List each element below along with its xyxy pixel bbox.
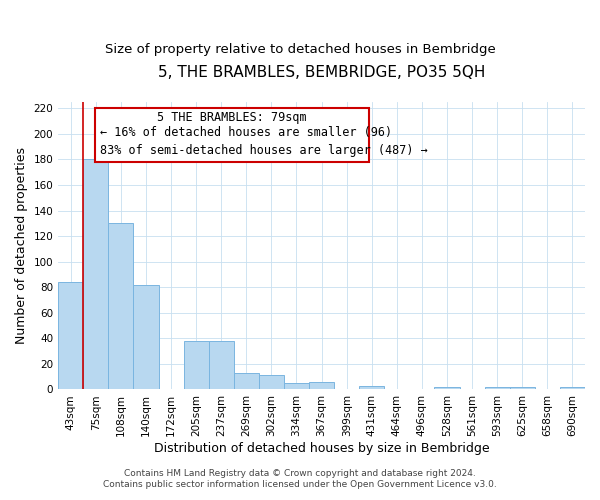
Bar — [284, 383, 309, 390]
Bar — [259, 376, 284, 390]
Text: Contains public sector information licensed under the Open Government Licence v3: Contains public sector information licen… — [103, 480, 497, 489]
Text: 5 THE BRAMBLES: 79sqm: 5 THE BRAMBLES: 79sqm — [157, 110, 307, 124]
Text: Size of property relative to detached houses in Bembridge: Size of property relative to detached ho… — [104, 42, 496, 56]
Bar — [184, 341, 209, 390]
Text: ← 16% of detached houses are smaller (96): ← 16% of detached houses are smaller (96… — [100, 126, 392, 140]
Title: 5, THE BRAMBLES, BEMBRIDGE, PO35 5QH: 5, THE BRAMBLES, BEMBRIDGE, PO35 5QH — [158, 65, 485, 80]
Bar — [359, 386, 385, 390]
Bar — [209, 341, 234, 390]
Bar — [485, 387, 510, 390]
Bar — [83, 160, 109, 390]
Bar — [234, 373, 259, 390]
Bar — [309, 382, 334, 390]
Y-axis label: Number of detached properties: Number of detached properties — [15, 147, 28, 344]
FancyBboxPatch shape — [95, 108, 369, 162]
Bar — [510, 387, 535, 390]
Text: 83% of semi-detached houses are larger (487) →: 83% of semi-detached houses are larger (… — [100, 144, 428, 156]
Text: Contains HM Land Registry data © Crown copyright and database right 2024.: Contains HM Land Registry data © Crown c… — [124, 468, 476, 477]
Bar — [434, 387, 460, 390]
X-axis label: Distribution of detached houses by size in Bembridge: Distribution of detached houses by size … — [154, 442, 490, 455]
Bar — [109, 224, 133, 390]
Bar — [58, 282, 83, 390]
Bar — [560, 387, 585, 390]
Bar — [133, 284, 158, 390]
